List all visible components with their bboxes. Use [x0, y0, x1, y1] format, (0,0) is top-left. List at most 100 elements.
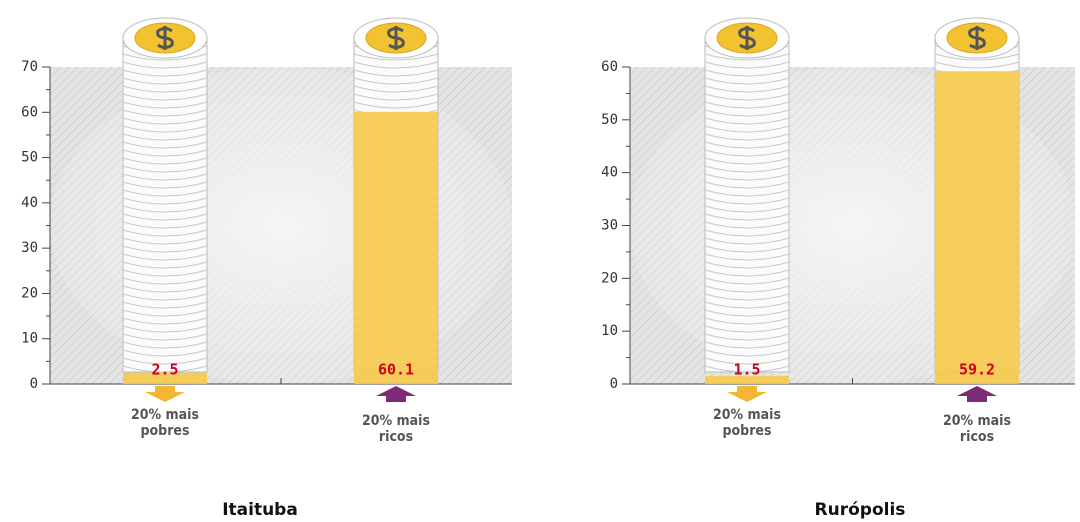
coin-edge	[122, 349, 208, 357]
coin-edge	[704, 293, 790, 301]
plot-glow	[50, 67, 512, 384]
coin-edge	[704, 357, 790, 365]
coin-edge	[934, 53, 1020, 61]
y-tick-label: 0	[30, 376, 38, 392]
coin-edge	[122, 269, 208, 277]
coin-edge	[353, 93, 439, 101]
coin-edge	[353, 101, 439, 109]
coin-edge	[122, 125, 208, 133]
coin-edge	[704, 149, 790, 157]
coin-edge	[704, 365, 790, 373]
dollar-icon	[738, 26, 756, 50]
coin-edge	[122, 197, 208, 205]
coin-edge	[353, 61, 439, 69]
coin-edge	[122, 117, 208, 125]
category-label: 20% mais ricos	[943, 413, 1011, 445]
value-label: 59.2	[959, 361, 995, 379]
coin-edge	[122, 245, 208, 253]
coin-edge	[704, 181, 790, 189]
y-tick-label: 0	[610, 376, 618, 392]
coin-body	[122, 37, 208, 373]
coin-edge	[122, 93, 208, 101]
y-tick-label: 20	[21, 285, 38, 301]
coin-edge	[122, 237, 208, 245]
category-label: 20% mais pobres	[131, 407, 199, 439]
coin-edge	[934, 61, 1020, 69]
coin-edge	[122, 205, 208, 213]
bar	[123, 372, 207, 384]
coin-edge	[122, 61, 208, 69]
coin-stack	[122, 17, 208, 373]
chart-title: Rurópolis	[815, 500, 906, 520]
coin-edge	[122, 253, 208, 261]
coin-edge	[704, 221, 790, 229]
coin-edge	[122, 277, 208, 285]
bar	[705, 376, 789, 384]
y-tick-label: 60	[21, 104, 38, 120]
coin-edge	[704, 301, 790, 309]
coin-edge	[122, 133, 208, 141]
category-label: 20% mais ricos	[362, 413, 430, 445]
dollar-icon	[387, 26, 405, 50]
coin-edge	[122, 173, 208, 181]
coin-edge	[704, 197, 790, 205]
coin-edge	[704, 157, 790, 165]
coin-edge	[704, 229, 790, 237]
y-tick-label: 30	[601, 218, 618, 234]
coin-edge	[122, 341, 208, 349]
y-tick-label: 50	[21, 150, 38, 166]
coin-edge	[122, 333, 208, 341]
category-label: 20% mais pobres	[713, 407, 781, 439]
arrow-up	[957, 386, 997, 402]
coin-edge	[353, 69, 439, 77]
coin-edge	[704, 85, 790, 93]
coin-edge	[704, 141, 790, 149]
y-tick-label: 30	[21, 240, 38, 256]
bar	[935, 71, 1019, 384]
y-tick-label: 70	[21, 59, 38, 75]
coin-edge	[704, 125, 790, 133]
coin-edge	[122, 221, 208, 229]
coin-edge	[704, 309, 790, 317]
coin-edge	[122, 165, 208, 173]
coin-edge	[122, 293, 208, 301]
value-label: 1.5	[733, 361, 760, 379]
coin-edge	[122, 77, 208, 85]
arrow-down	[145, 386, 185, 402]
coin-edge	[704, 237, 790, 245]
coin-edge	[122, 181, 208, 189]
coin-edge	[704, 341, 790, 349]
coin-edge	[704, 77, 790, 85]
coin-edge	[122, 301, 208, 309]
coin-edge	[122, 365, 208, 373]
coin-edge	[122, 189, 208, 197]
coin-edge	[704, 253, 790, 261]
coin-edge	[122, 109, 208, 117]
coin-edge	[122, 285, 208, 293]
coin-edge	[704, 69, 790, 77]
coin-edge	[122, 357, 208, 365]
y-tick-label: 20	[601, 270, 618, 286]
coin-edge	[122, 325, 208, 333]
coin-edge	[122, 229, 208, 237]
coin-edge	[122, 101, 208, 109]
coin-edge	[704, 277, 790, 285]
y-tick-label: 40	[601, 165, 618, 181]
coin-edge	[122, 141, 208, 149]
coin-edge	[704, 93, 790, 101]
coin-edge	[704, 133, 790, 141]
coin-edge	[122, 213, 208, 221]
y-tick-label: 60	[601, 59, 618, 75]
coin-edge	[704, 317, 790, 325]
value-label: 2.5	[151, 361, 178, 379]
dollar-icon	[968, 26, 986, 50]
coin-edge	[704, 165, 790, 173]
coin-edge	[704, 213, 790, 221]
arrow-down	[727, 386, 767, 402]
coin-edge	[122, 85, 208, 93]
coin-edge	[704, 205, 790, 213]
coin-edge	[704, 349, 790, 357]
coin-edge	[122, 309, 208, 317]
coin-stack	[704, 17, 790, 373]
